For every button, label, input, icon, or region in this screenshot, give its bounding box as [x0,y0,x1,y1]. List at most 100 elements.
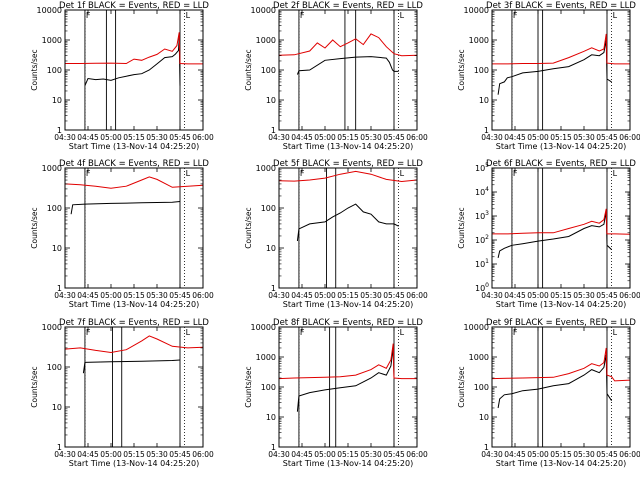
x-tick-label: 04:30 [268,291,290,300]
y-tick-label: 1 [57,284,62,293]
series-lld-line [278,33,418,57]
y-axis-label: Counts/sec [244,207,253,248]
x-tick-label: 05:45 [596,450,618,459]
x-tick-label: 05:15 [337,133,359,142]
x-axis-label: Start Time (13-Nov-14 04:25:20) [283,300,413,309]
series-lld-line [278,343,417,380]
panel-det-8f: F L 04:30 04:45 05:00 05:15 05:30 05:45 06:00 1 10… [244,318,428,468]
x-tick-label: 06:00 [192,450,214,459]
x-tick-label: 04:45 [77,291,99,300]
flag-l-label: L [400,11,405,20]
y-axis-label: Counts/sec [30,49,39,90]
series-events-line [497,354,613,409]
x-tick-label: 05:30 [573,133,595,142]
y-tick-label: 10000 [464,323,489,332]
series-events-line [84,37,181,86]
panel-det-6f: F L 04:30 04:45 05:00 05:15 05:30 05:45 06:00 100… [457,159,640,309]
x-tick-label: 04:30 [268,133,290,142]
x-tick-label: 05:30 [146,291,168,300]
x-tick-label: 06:00 [192,133,214,142]
y-axis-label: Counts/sec [30,207,39,248]
x-tick-label: 05:15 [337,291,359,300]
y-tick-label: 104 [475,186,489,197]
series-lld-line [492,33,630,65]
y-tick-label: 10 [52,96,62,105]
series-events-line [296,203,399,242]
y-tick-label: 1000 [469,36,489,45]
y-tick-label: 1000 [42,323,62,332]
x-tick-label: 04:45 [504,450,526,459]
panel-title: Det 3f BLACK = Events, RED = LLD [486,1,636,11]
series-events-line [497,211,612,259]
x-tick-label: 05:45 [383,450,405,459]
y-tick-label: 100 [474,383,489,392]
panel-det-1f: F L 04:30 04:45 05:00 05:15 05:30 05:45 06:00 1 10… [30,1,214,151]
x-axis-label: Start Time (13-Nov-14 04:25:20) [283,459,413,468]
y-tick-label: 100 [261,204,276,213]
panel-det-2f: F L 04:30 04:45 05:00 05:15 05:30 05:45 06:00 1 10… [244,1,428,151]
flag-f-label: F [86,11,91,20]
flag-l-label: L [613,11,618,20]
panel-det-3f: F L 04:30 04:45 05:00 05:15 05:30 05:45 06:00 1 10… [457,1,640,151]
x-tick-label: 05:00 [314,291,336,300]
x-tick-label: 05:00 [527,133,549,142]
panel-det-7f: F L 04:30 04:45 05:00 05:15 05:30 05:45 06:00 1 10… [30,318,214,468]
y-tick-label: 1 [484,126,489,135]
flag-f-label: F [513,328,518,337]
x-tick-label: 05:30 [573,450,595,459]
series-lld-line [64,335,204,354]
y-tick-label: 10 [52,403,62,412]
x-tick-label: 04:45 [77,133,99,142]
x-axis-label: Start Time (13-Nov-14 04:25:20) [283,142,413,151]
x-tick-label: 05:00 [314,133,336,142]
y-tick-label: 1000 [42,164,62,173]
y-tick-label: 10 [52,244,62,253]
panel-title: Det 4f BLACK = Events, RED = LLD [59,159,209,169]
flag-f-label: F [513,169,518,178]
y-axis-label: Counts/sec [457,49,466,90]
panel-title: Det 6f BLACK = Events, RED = LLD [486,159,636,169]
x-tick-label: 04:45 [291,133,313,142]
x-tick-label: 06:00 [619,450,640,459]
y-tick-label: 1000 [256,164,276,173]
y-tick-label: 102 [475,234,489,245]
series-lld-line [492,208,631,235]
x-tick-label: 04:30 [268,450,290,459]
plot-frame [64,9,204,131]
x-tick-label: 06:00 [406,291,428,300]
y-tick-label: 1000 [42,36,62,45]
flag-f-label: F [300,11,305,20]
y-axis-label: Counts/sec [244,366,253,407]
plot-frame [491,326,631,448]
x-tick-label: 04:45 [77,450,99,459]
x-tick-label: 04:30 [54,291,76,300]
x-tick-label: 05:45 [596,133,618,142]
x-tick-label: 05:15 [123,133,145,142]
panel-title: Det 5f BLACK = Events, RED = LLD [273,159,423,169]
y-tick-label: 105 [475,162,489,173]
series-lld-line [64,176,204,189]
flag-l-label: L [400,169,405,178]
x-tick-label: 05:15 [550,291,572,300]
x-tick-label: 05:00 [100,450,122,459]
y-axis-label: Counts/sec [244,49,253,90]
series-events-line [70,201,181,215]
x-tick-label: 05:15 [123,450,145,459]
x-tick-label: 05:45 [169,291,191,300]
x-axis-label: Start Time (13-Nov-14 04:25:20) [496,459,626,468]
y-tick-label: 1 [57,443,62,452]
plot-frame [491,9,631,131]
y-tick-label: 10 [266,413,276,422]
y-tick-label: 10 [266,244,276,253]
x-tick-label: 04:45 [291,450,313,459]
x-tick-label: 04:45 [504,291,526,300]
y-tick-label: 10 [479,96,489,105]
flag-l-label: L [613,328,618,337]
x-tick-label: 05:15 [337,450,359,459]
series-events-line [296,56,399,75]
y-tick-label: 100 [261,383,276,392]
y-tick-label: 10000 [464,6,489,15]
x-tick-label: 04:30 [54,133,76,142]
y-tick-label: 101 [475,258,489,269]
y-tick-label: 1000 [469,353,489,362]
